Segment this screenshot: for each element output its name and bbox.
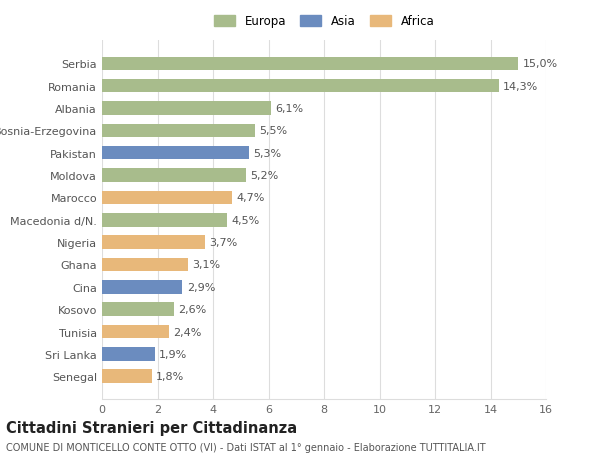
Bar (102, 124, 254, 138)
Bar (102, 80, 499, 93)
Text: 5,2%: 5,2% (250, 171, 279, 181)
Bar (102, 280, 182, 294)
Text: Cittadini Stranieri per Cittadinanza: Cittadini Stranieri per Cittadinanza (6, 420, 297, 435)
Text: 3,1%: 3,1% (192, 260, 220, 270)
Bar (102, 191, 232, 205)
Text: 2,9%: 2,9% (187, 282, 215, 292)
Text: 3,7%: 3,7% (209, 238, 237, 247)
Text: 5,3%: 5,3% (253, 148, 281, 158)
Bar (102, 169, 247, 182)
Bar (102, 236, 205, 249)
Bar (102, 57, 518, 71)
Text: 6,1%: 6,1% (275, 104, 304, 114)
Legend: Europa, Asia, Africa: Europa, Asia, Africa (210, 12, 438, 32)
Text: 1,8%: 1,8% (156, 371, 184, 381)
Text: 4,5%: 4,5% (231, 215, 259, 225)
Bar (102, 213, 227, 227)
Bar (102, 303, 174, 316)
Text: 15,0%: 15,0% (523, 59, 557, 69)
Text: 1,9%: 1,9% (159, 349, 187, 359)
Bar (102, 347, 155, 361)
Bar (102, 147, 249, 160)
Text: 14,3%: 14,3% (503, 82, 538, 91)
Text: 4,7%: 4,7% (236, 193, 265, 203)
Bar (102, 258, 188, 272)
Text: COMUNE DI MONTICELLO CONTE OTTO (VI) - Dati ISTAT al 1° gennaio - Elaborazione T: COMUNE DI MONTICELLO CONTE OTTO (VI) - D… (6, 442, 485, 452)
Text: 2,4%: 2,4% (173, 327, 201, 337)
Bar (102, 325, 169, 338)
Bar (102, 102, 271, 116)
Text: 2,6%: 2,6% (178, 304, 206, 314)
Bar (102, 369, 152, 383)
Text: 5,5%: 5,5% (259, 126, 287, 136)
